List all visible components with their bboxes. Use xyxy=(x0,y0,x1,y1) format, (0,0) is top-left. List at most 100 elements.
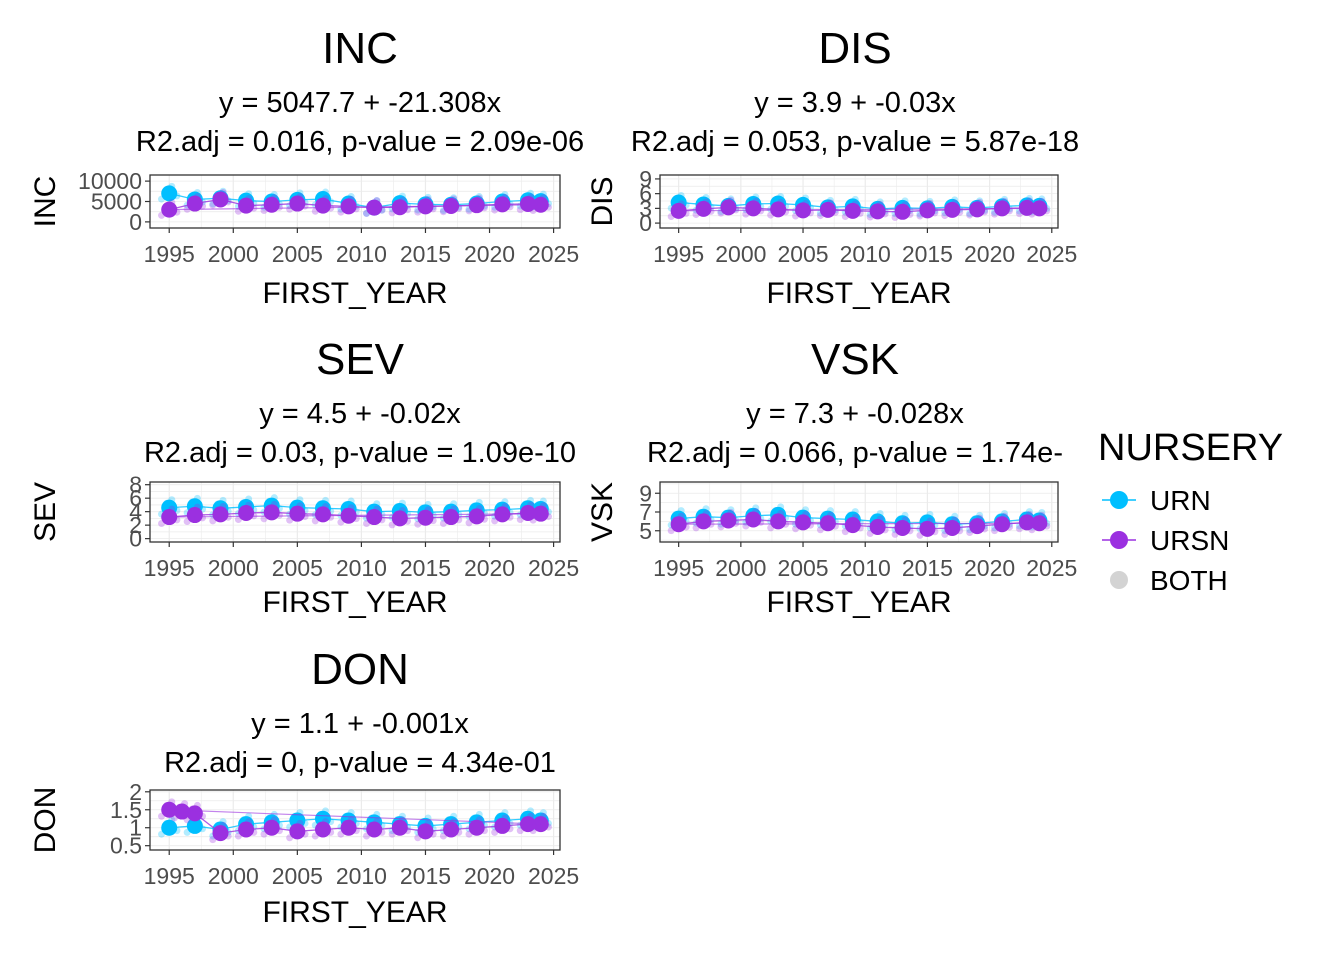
x-tick-label: 2025 xyxy=(1026,241,1077,267)
x-tick-label: 2025 xyxy=(528,241,579,267)
series-line-urn xyxy=(678,514,1040,525)
legend-title: NURSERY xyxy=(1098,427,1283,469)
points-don xyxy=(158,798,552,844)
legend-key-point-urn xyxy=(1110,491,1128,509)
point-ursn xyxy=(238,197,255,214)
y-tick-label: 5000 xyxy=(91,189,142,215)
regression-equation-sev: y = 4.5 + -0.02x xyxy=(259,398,461,430)
x-ticks-inc: 1995 2000 2005 2010 2015 2020 2025 xyxy=(144,228,579,267)
point-ursn xyxy=(186,195,203,212)
point-ursn xyxy=(720,512,737,529)
point-ursn xyxy=(391,819,408,836)
x-tick-label: 1995 xyxy=(144,863,195,889)
x-tick-label: 2015 xyxy=(902,241,953,267)
point-ursn xyxy=(186,805,203,822)
legend-entry-urn: URN xyxy=(1102,485,1211,516)
x-tick-label: 2010 xyxy=(336,863,387,889)
trend-line-vsk xyxy=(678,522,1040,525)
y-tick-label: 2 xyxy=(129,512,142,538)
panel-title-dis: DIS xyxy=(818,24,891,73)
panel-title-vsk: VSK xyxy=(811,335,899,384)
y-axis-label-sev: SEV xyxy=(29,482,62,542)
x-tick-label: 1995 xyxy=(144,241,195,267)
point-ursn xyxy=(695,200,712,217)
y-tick-label: 0 xyxy=(639,210,652,236)
point-ursn xyxy=(366,199,383,216)
x-tick-label: 2005 xyxy=(272,863,323,889)
x-tick-label: 1995 xyxy=(653,555,704,581)
x-ticks-don: 1995 2000 2005 2010 2015 2020 2025 xyxy=(144,850,579,889)
y-tick-label: 1 xyxy=(129,815,142,841)
x-tick-label: 2000 xyxy=(715,555,766,581)
point-ursn xyxy=(745,511,762,528)
x-tick-label: 2010 xyxy=(336,241,387,267)
x-tick-label: 2010 xyxy=(840,555,891,581)
y-tick-label: 2 xyxy=(129,779,142,805)
regression-stats-vsk: R2.adj = 0.066, p-value = 1.74e- xyxy=(647,437,1063,469)
point-ursn xyxy=(919,520,936,537)
x-tick-label: 2000 xyxy=(208,241,259,267)
y-tick-label: 0 xyxy=(129,209,142,235)
point-ursn xyxy=(366,509,383,526)
panel-title-don: DON xyxy=(311,645,409,694)
x-tick-label: 1995 xyxy=(653,241,704,267)
y-axis-label-dis: DIS xyxy=(586,176,619,226)
point-urn xyxy=(186,817,203,834)
point-ursn xyxy=(944,519,961,536)
panels: INC y = 5047.7 + -21.308x R2.adj = 0.016, … xyxy=(29,24,1079,929)
regression-stats-don: R2.adj = 0, p-value = 4.34e-01 xyxy=(164,747,556,779)
point-ursn xyxy=(944,201,961,218)
x-tick-label: 2000 xyxy=(715,241,766,267)
point-urn xyxy=(161,819,178,836)
series-line-urn xyxy=(169,192,541,209)
y-axis-label-vsk: VSK xyxy=(586,482,619,542)
regression-stats-inc: R2.adj = 0.016, p-value = 2.09e-06 xyxy=(136,126,584,158)
x-tick-label: 2025 xyxy=(528,555,579,581)
x-tick-label: 2015 xyxy=(902,555,953,581)
point-ursn xyxy=(340,198,357,215)
point-ursn xyxy=(695,513,712,530)
y-tick-label: 8 xyxy=(129,472,142,498)
panel-title-sev: SEV xyxy=(316,335,405,384)
points-sev xyxy=(158,494,552,529)
point-ursn xyxy=(238,821,255,838)
point-ursn xyxy=(969,518,986,535)
point-ursn xyxy=(468,819,485,836)
regression-equation-dis: y = 3.9 + -0.03x xyxy=(754,87,956,119)
x-ticks-dis: 1995 2000 2005 2010 2015 2020 2025 xyxy=(653,228,1077,267)
point-ursn xyxy=(340,819,357,836)
point-ursn xyxy=(391,510,408,527)
series-line-urn xyxy=(169,818,541,831)
y-tick-label: 0 xyxy=(129,526,142,552)
point-ursn xyxy=(186,507,203,524)
y-axis-label-inc: INC xyxy=(29,176,62,228)
y-tick-label: 6 xyxy=(639,181,652,207)
point-ursn xyxy=(212,191,229,208)
panel-border-don xyxy=(149,789,561,851)
y-tick-label: 7 xyxy=(639,499,652,525)
panel-vsk: VSK y = 7.3 + -0.028x R2.adj = 0.066, p-va… xyxy=(586,335,1077,619)
point-ursn xyxy=(994,516,1011,533)
legend-key-point-ursn xyxy=(1110,531,1128,549)
trend-line-dis xyxy=(678,207,1040,212)
legend-label-urn: URN xyxy=(1150,485,1211,516)
y-ticks-don: 0.511.52 xyxy=(110,779,150,859)
x-axis-label-inc: FIRST_YEAR xyxy=(262,277,447,310)
point-ursn xyxy=(1018,514,1035,531)
x-tick-label: 2010 xyxy=(336,555,387,581)
point-ursn xyxy=(869,203,886,220)
point-ursn xyxy=(289,505,306,522)
point-ursn xyxy=(417,823,434,840)
y-tick-label: 9 xyxy=(639,480,652,506)
point-ursn xyxy=(494,817,511,834)
y-tick-label: 1.5 xyxy=(110,797,142,823)
x-axis-label-sev: FIRST_YEAR xyxy=(262,586,447,619)
point-ursn xyxy=(869,519,886,535)
trend-line-sev xyxy=(169,513,541,518)
y-tick-label: 4 xyxy=(129,499,142,525)
x-tick-label: 2000 xyxy=(208,555,259,581)
series-line-ursn xyxy=(169,511,541,520)
